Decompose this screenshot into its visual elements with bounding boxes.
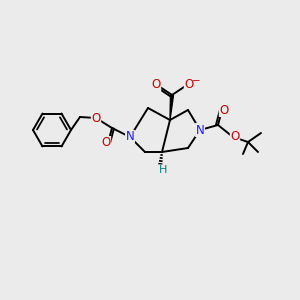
Text: N: N [126, 130, 134, 143]
Text: O: O [184, 79, 194, 92]
Polygon shape [170, 95, 173, 120]
Text: O: O [101, 136, 111, 149]
Text: O: O [230, 130, 240, 143]
Text: O: O [219, 103, 229, 116]
Text: N: N [196, 124, 204, 136]
Text: O: O [152, 79, 160, 92]
Text: −: − [192, 76, 200, 86]
Text: O: O [92, 112, 100, 124]
Text: H: H [159, 165, 167, 175]
